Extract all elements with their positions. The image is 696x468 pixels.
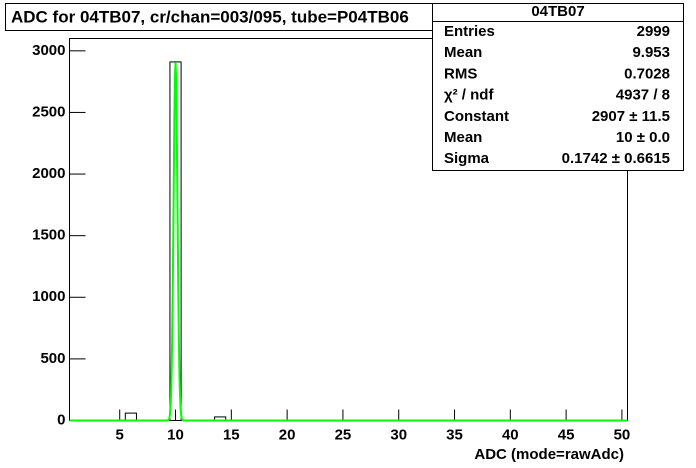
stats-label: χ² / ndf bbox=[444, 87, 494, 104]
y-tick-label: 1500 bbox=[32, 227, 65, 244]
chart-title: ADC for 04TB07, cr/chan=003/095, tube=P0… bbox=[11, 7, 409, 26]
x-tick-label: 30 bbox=[390, 426, 407, 443]
x-tick-label: 45 bbox=[558, 426, 575, 443]
x-tick-label: 5 bbox=[116, 426, 124, 443]
stats-value: 2999 bbox=[637, 23, 670, 40]
stats-value: 9.953 bbox=[632, 44, 670, 61]
stats-label: Constant bbox=[444, 108, 509, 125]
plot-area: 5 10 15 20 25 30 35 40 45 50050010001500200025003… bbox=[32, 42, 630, 444]
stats-value: 0.1742 ± 0.6615 bbox=[562, 150, 670, 167]
x-tick-label: 10 bbox=[167, 426, 184, 443]
stats-label: Mean bbox=[444, 129, 482, 146]
y-tick-label: 0 bbox=[57, 411, 65, 428]
stats-title: 04TB07 bbox=[531, 3, 584, 20]
x-tick-label: 15 bbox=[223, 426, 240, 443]
y-tick-label: 2500 bbox=[32, 103, 65, 120]
stats-value: 10 ± 0.0 bbox=[616, 129, 670, 146]
stats-label: Entries bbox=[444, 23, 495, 40]
stats-label: Sigma bbox=[444, 150, 490, 167]
x-tick-label: 50 bbox=[614, 426, 631, 443]
stats-value: 0.7028 bbox=[624, 65, 670, 82]
y-tick-label: 1000 bbox=[32, 288, 65, 305]
y-tick-label: 500 bbox=[40, 350, 65, 367]
stats-box bbox=[432, 3, 684, 171]
x-tick-label: 35 bbox=[446, 426, 463, 443]
x-tick-label: 25 bbox=[335, 426, 352, 443]
bar bbox=[169, 61, 182, 421]
stats-rows: Entries 2999 Mean 9.953 RMS 0.7028 χ² / ndf 493… bbox=[444, 23, 670, 167]
x-tick-label: 20 bbox=[279, 426, 296, 443]
fit-curve bbox=[69, 62, 628, 422]
stats-label: Mean bbox=[444, 44, 482, 61]
stats-value: 4937 / 8 bbox=[616, 87, 670, 104]
x-tick-label: 40 bbox=[502, 426, 519, 443]
y-tick-label: 2000 bbox=[32, 165, 65, 182]
stats-label: RMS bbox=[444, 65, 477, 82]
x-axis-label: ADC (mode=rawAdc) bbox=[474, 446, 624, 463]
title-box bbox=[5, 3, 498, 31]
stats-value: 2907 ± 11.5 bbox=[592, 108, 670, 125]
y-tick-label: 3000 bbox=[32, 42, 65, 59]
